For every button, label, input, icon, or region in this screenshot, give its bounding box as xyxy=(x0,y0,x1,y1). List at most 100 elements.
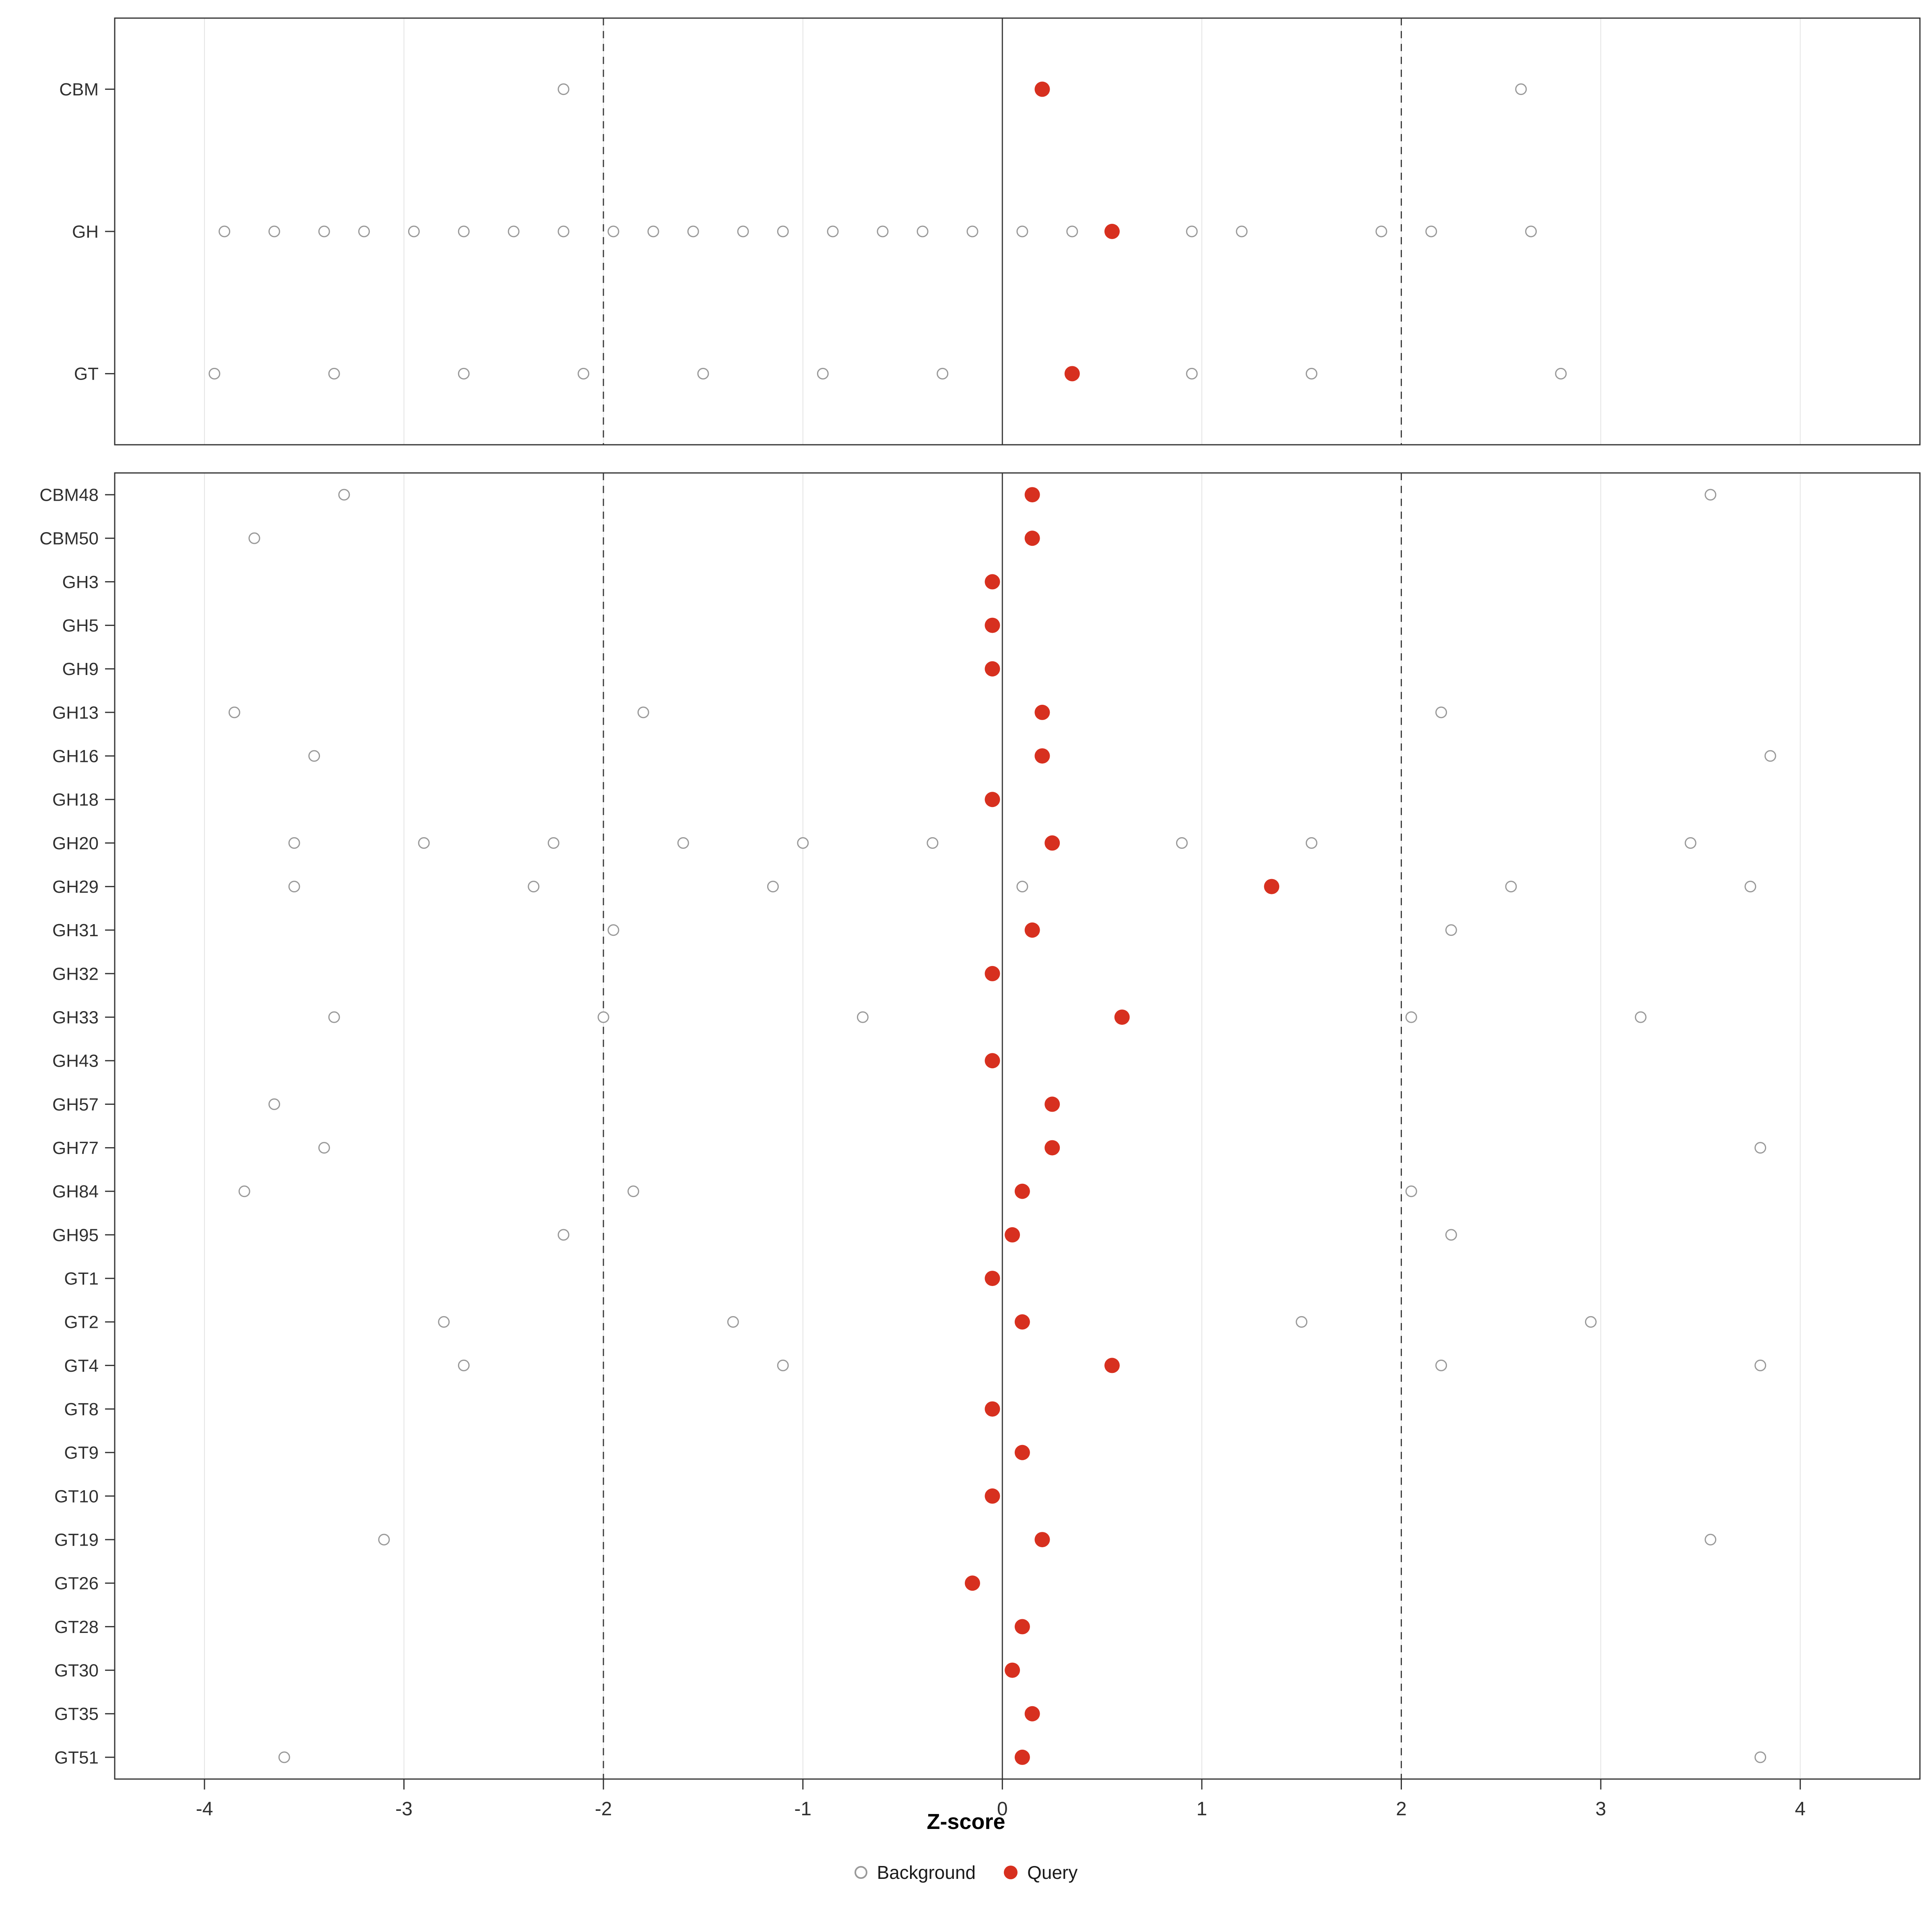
background-point xyxy=(697,367,709,380)
x-tick-label: 2 xyxy=(1396,1798,1407,1820)
query-point xyxy=(1014,1749,1030,1765)
background-point xyxy=(288,837,300,849)
background-point xyxy=(268,225,280,237)
x-tick-label: 4 xyxy=(1795,1798,1806,1820)
query-point xyxy=(1005,1227,1020,1243)
y-axis-label: GH33 xyxy=(52,1007,99,1027)
query-point xyxy=(985,792,1000,807)
background-point xyxy=(1635,1011,1647,1023)
query-point xyxy=(1014,1314,1030,1330)
y-axis-label: GT10 xyxy=(54,1486,99,1506)
background-point xyxy=(777,225,789,237)
background-point xyxy=(1016,881,1028,893)
x-tick-label: -4 xyxy=(196,1798,213,1820)
query-point xyxy=(985,966,1000,981)
query-point xyxy=(1034,1532,1050,1548)
background-point xyxy=(1754,1142,1767,1154)
y-axis-label: GT1 xyxy=(64,1269,99,1288)
dot-plot-canvas: CBM GH GT CBM48 CBM50 GH3 GH5 GH9 GH13 GH16 GH18 GH… xyxy=(39,17,1921,1820)
background-point xyxy=(1375,225,1387,237)
query-point xyxy=(1034,748,1050,764)
background-point xyxy=(358,225,370,237)
background-point xyxy=(737,225,749,237)
query-point xyxy=(1024,1706,1040,1721)
y-axis-label: GH18 xyxy=(52,790,99,810)
x-axis: -4 -3 -2 -1 0 1 2 3 4 xyxy=(196,1779,1806,1820)
background-point xyxy=(378,1534,390,1546)
x-tick-label: -2 xyxy=(595,1798,612,1820)
background-point xyxy=(458,367,470,380)
y-axis-label: GH31 xyxy=(52,921,99,940)
y-axis-label: GH5 xyxy=(62,616,99,636)
background-point xyxy=(1555,367,1567,380)
y-axis-label: GT26 xyxy=(54,1574,99,1593)
background-point xyxy=(966,225,978,237)
y-axis-label: GH3 xyxy=(62,572,99,592)
y-axis-label: GH13 xyxy=(52,703,99,722)
background-point xyxy=(418,837,430,849)
background-point xyxy=(597,1011,609,1023)
background-point xyxy=(1585,1316,1597,1328)
query-point xyxy=(985,1488,1000,1504)
background-point xyxy=(1405,1185,1417,1197)
panel-bottom: CBM48 CBM50 GH3 GH5 GH9 GH13 GH16 GH18 GH20 GH29 G… xyxy=(39,472,1921,1780)
background-point xyxy=(458,1359,470,1371)
y-axis-label: GT19 xyxy=(54,1530,99,1550)
background-point xyxy=(1505,881,1517,893)
x-tick-label: -3 xyxy=(395,1798,413,1820)
background-point xyxy=(1525,225,1537,237)
query-point xyxy=(1044,1096,1060,1112)
query-point xyxy=(1044,1140,1060,1156)
query-point xyxy=(985,1401,1000,1417)
y-axis-label: GT xyxy=(74,364,99,384)
background-point xyxy=(228,706,240,718)
background-point xyxy=(438,1316,450,1328)
query-point xyxy=(985,1053,1000,1069)
background-point xyxy=(219,225,231,237)
background-point xyxy=(278,1751,290,1763)
panel-border xyxy=(114,472,1921,1780)
background-point xyxy=(607,225,619,237)
query-point xyxy=(985,617,1000,633)
y-axis-label: GT2 xyxy=(64,1313,99,1332)
background-point xyxy=(857,1011,869,1023)
legend-item-query: Query xyxy=(1004,1862,1077,1883)
background-point xyxy=(1754,1751,1767,1763)
query-point xyxy=(1034,81,1050,97)
query-point xyxy=(1044,835,1060,851)
background-point xyxy=(1186,367,1198,380)
background-point xyxy=(528,881,540,893)
x-axis-title: Z-score xyxy=(927,1810,1005,1834)
background-point xyxy=(767,881,779,893)
query-point xyxy=(1104,1358,1120,1373)
y-axis-label: GT35 xyxy=(54,1704,99,1724)
background-point xyxy=(817,367,829,380)
query-point xyxy=(1104,224,1120,239)
background-point xyxy=(1296,1316,1308,1328)
x-tick-label: 0 xyxy=(997,1798,1008,1820)
background-point xyxy=(777,1359,789,1371)
background-point xyxy=(1176,837,1188,849)
background-point xyxy=(1405,1011,1417,1023)
y-axis-label: GH20 xyxy=(52,834,99,853)
x-tick-label: 1 xyxy=(1197,1798,1208,1820)
background-point xyxy=(637,706,649,718)
background-point xyxy=(318,1142,330,1154)
background-point-icon xyxy=(854,1866,867,1879)
background-point xyxy=(827,225,839,237)
panel-top: CBM GH GT xyxy=(59,17,1921,446)
legend-label-query: Query xyxy=(1027,1862,1078,1883)
query-point xyxy=(1024,922,1040,938)
background-point xyxy=(557,83,570,95)
background-point xyxy=(308,750,320,762)
background-point xyxy=(1684,837,1697,849)
query-point xyxy=(1014,1183,1030,1199)
y-axis-label: GT30 xyxy=(54,1661,99,1680)
background-point xyxy=(1016,225,1028,237)
background-point xyxy=(288,881,300,893)
legend-label-background: Background xyxy=(877,1862,976,1883)
background-point xyxy=(547,837,559,849)
legend: Background Query xyxy=(0,1862,1932,1883)
query-point-icon xyxy=(1004,1866,1018,1879)
